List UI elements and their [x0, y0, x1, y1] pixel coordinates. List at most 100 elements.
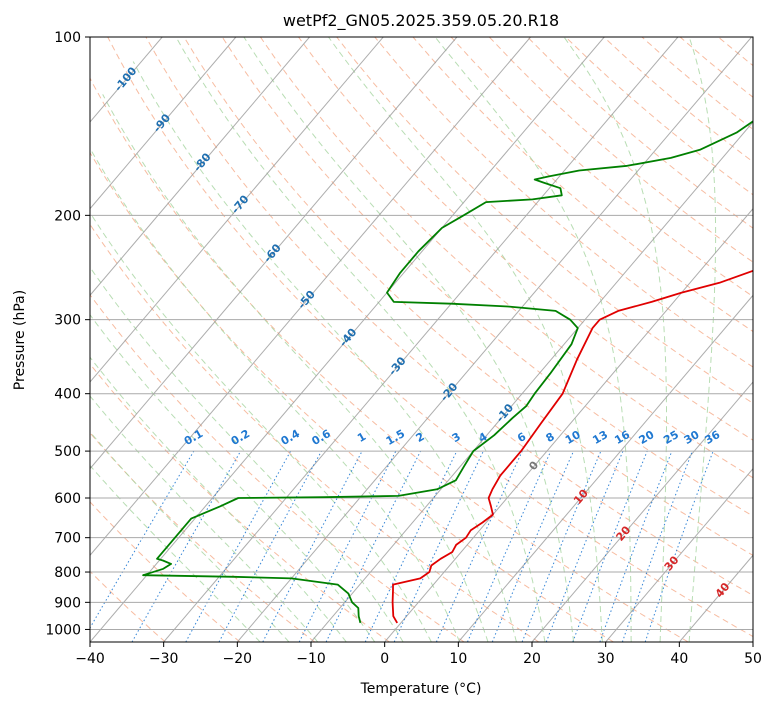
isotherm: [236, 37, 752, 642]
moist-adiabat: [90, 464, 261, 642]
y-axis-label: Pressure (hPa): [12, 290, 28, 390]
dry-adiabat: [90, 501, 241, 642]
dry-adiabat: [145, 37, 753, 597]
mixing-ratio-line: [90, 450, 195, 629]
isotherm: [678, 554, 753, 642]
mixing-ratio-line: [521, 450, 602, 642]
moist-adiabat: [90, 431, 290, 642]
mixing-ratio-line: [545, 450, 624, 642]
moist-adiabat: [563, 37, 667, 642]
mixing-ratio-label: 1: [355, 430, 368, 445]
mixing-ratio-label: 10: [563, 428, 583, 447]
isotherm: [605, 467, 753, 642]
y-tick-label: 700: [54, 531, 81, 547]
mixing-ratio-label: 8: [544, 430, 557, 445]
dry-adiabat: [603, 37, 753, 163]
x-tick-label: 40: [670, 651, 688, 667]
chart-title: wetPf2_GN05.2025.359.05.20.R18: [283, 11, 559, 31]
axes: −40 −30 −20 −10 0 10 20 30 40 50 100 200 300 400 500 60…: [45, 30, 762, 667]
data-layer: [142, 120, 753, 624]
x-axis-label: Temperature (°C): [360, 681, 482, 697]
mixing-ratio-line: [131, 450, 242, 642]
mixing-ratio-line: [621, 450, 693, 642]
x-tick-label: 50: [744, 651, 762, 667]
y-tick-label: 100: [54, 30, 81, 46]
isotherm: [384, 207, 753, 642]
isotherm: [90, 37, 458, 470]
moist-adiabat: [90, 147, 461, 642]
isotherm: [457, 294, 753, 642]
dewpoint-profile: [142, 120, 753, 624]
x-tick-label: −40: [75, 651, 105, 667]
y-tick-label: 600: [54, 491, 81, 507]
x-tick-label: −10: [296, 651, 326, 667]
dry-adiabat: [90, 151, 614, 642]
moist-adiabat: [328, 37, 603, 642]
mixing-ratio-line: [599, 450, 673, 642]
x-tick-label: −20: [223, 651, 253, 667]
y-tick-label: 200: [54, 208, 81, 224]
isotherm: [90, 37, 384, 383]
mixing-ratio-line: [644, 450, 714, 642]
isotherm: [90, 37, 310, 297]
dry-adiabat: [90, 223, 540, 642]
x-tick-label: 20: [523, 651, 541, 667]
dry-adiabat: [90, 77, 689, 642]
mixing-ratio-line: [262, 450, 363, 642]
plot-frame: [89, 36, 754, 643]
mixing-ratio-line: [218, 450, 322, 642]
dry-adiabat: [221, 37, 753, 517]
plot-area: [90, 37, 753, 642]
dry-adiabat: [90, 293, 465, 642]
dry-adiabat: [183, 37, 753, 556]
moist-adiabat: [132, 61, 517, 642]
mixing-ratio-line: [572, 450, 648, 642]
dry-adiabat: [717, 37, 753, 67]
dry-adiabat: [90, 363, 390, 642]
mixing-ratio-line: [491, 450, 574, 642]
mixing-ratio-label: 13: [590, 428, 610, 447]
isotherm: [531, 381, 753, 642]
x-tick-label: −30: [149, 651, 179, 667]
annotation-layer: -100-90-80-70-60-50-40-30-20-10010203040…: [112, 64, 733, 600]
y-tick-label: 400: [54, 387, 81, 403]
temperature-profile: [391, 269, 753, 624]
moist-adiabat: [688, 37, 717, 642]
moist-adiabat: [434, 37, 632, 642]
mixing-ratio-label: 0.4: [279, 427, 303, 448]
isotherm: [90, 37, 237, 210]
x-tick-label: 10: [449, 651, 467, 667]
moist-adiabat: [90, 313, 376, 642]
dry-adiabat: [90, 570, 166, 642]
dry-adiabat: [488, 37, 753, 263]
mixing-ratio-label: 25: [661, 428, 681, 447]
mixing-ratio-line: [325, 450, 422, 642]
dry-adiabat: [450, 37, 753, 298]
isotherm: [310, 121, 753, 642]
mixing-ratio-label: 0.6: [309, 427, 333, 448]
y-tick-label: 900: [54, 595, 81, 611]
isotherm: [752, 641, 753, 642]
x-tick-label: 30: [597, 651, 615, 667]
mixing-ratio-line: [435, 450, 523, 642]
dry-adiabat: [527, 37, 753, 229]
mixing-ratio-label: 16: [612, 428, 632, 447]
mixing-ratio-line: [467, 450, 552, 642]
dry-adiabat: [679, 37, 753, 98]
moist-adiabat: [90, 266, 404, 642]
y-tick-label: 1000: [45, 622, 81, 638]
moist-adiabat: [243, 37, 575, 642]
isotherm: [90, 37, 531, 557]
mixing-ratio-line: [298, 450, 397, 642]
y-tick-label: 500: [54, 444, 81, 460]
x-tick-label: 0: [380, 651, 389, 667]
mixing-ratio-line: [185, 450, 292, 642]
y-tick-label: 300: [54, 313, 81, 329]
moist-adiabat: [90, 211, 432, 642]
dry-adiabat: [412, 37, 753, 333]
y-tick-label: 800: [54, 565, 81, 581]
mixing-ratio-label: 4: [476, 430, 489, 445]
mixing-ratio-label: 0.2: [229, 427, 252, 448]
isotherm: [163, 37, 679, 642]
